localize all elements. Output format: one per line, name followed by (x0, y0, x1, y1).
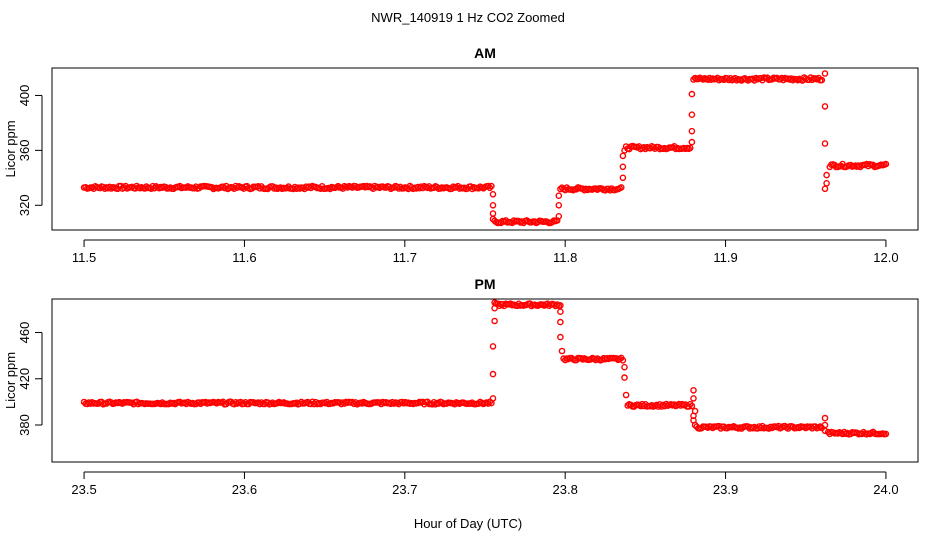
data-point (618, 184, 625, 191)
figure-x-axis-label: Hour of Day (UTC) (414, 516, 522, 531)
data-point (622, 391, 630, 399)
data-point (555, 201, 563, 209)
y-tick-label: 320 (17, 194, 32, 216)
data-point (690, 395, 697, 402)
pm-panel: PM Licor ppm 23.5 23.6 23.7 23.8 23.9 24.0 380 42… (3, 276, 919, 497)
data-point (690, 386, 697, 394)
data-point (555, 192, 563, 199)
data-point (619, 163, 627, 171)
am-level-segment-1 (491, 217, 561, 227)
pm-y-axis: 380 420 460 (17, 322, 43, 436)
data-point (619, 356, 627, 364)
am-data-points (80, 70, 890, 227)
data-point (821, 70, 829, 77)
data-point (558, 347, 566, 355)
x-tick-label: 23.6 (232, 482, 257, 497)
y-tick-label: 460 (17, 322, 32, 344)
data-point (882, 160, 890, 168)
data-point (619, 152, 627, 160)
x-tick-label: 11.8 (553, 250, 577, 265)
data-point (688, 111, 696, 118)
data-point (688, 127, 696, 135)
am-level-segment-3 (622, 142, 694, 153)
x-tick-label: 12.0 (873, 250, 898, 265)
y-tick-label: 420 (17, 368, 32, 390)
pm-y-axis-label: Licor ppm (3, 352, 18, 409)
figure-title: NWR_140919 1 Hz CO2 Zoomed (371, 10, 565, 25)
pm-panel-title: PM (475, 276, 496, 292)
am-level-segment-4 (690, 74, 826, 84)
data-point (818, 76, 826, 84)
data-point (691, 421, 699, 429)
data-point (621, 374, 628, 381)
data-point (555, 212, 563, 220)
data-point (823, 171, 830, 179)
x-tick-label: 11.5 (72, 250, 96, 265)
am-y-axis-label: Licor ppm (3, 120, 18, 177)
am-x-axis: 11.5 11.6 11.7 11.8 11.9 12.0 (72, 239, 899, 265)
data-point (489, 343, 497, 350)
data-point (557, 308, 564, 316)
data-point (821, 140, 829, 147)
x-tick-label: 11.6 (232, 250, 256, 265)
pm-level-segment-0 (80, 398, 495, 408)
data-point (688, 90, 696, 98)
data-point (489, 210, 497, 217)
data-point (821, 414, 829, 422)
data-point (687, 144, 694, 152)
pm-level-segment-4 (693, 422, 826, 432)
x-tick-label: 11.7 (393, 250, 417, 265)
data-point (489, 215, 497, 223)
data-point (557, 302, 564, 309)
pm-level-segment-2 (560, 354, 627, 364)
am-level-segment-0 (80, 182, 495, 193)
x-tick-label: 23.8 (553, 482, 578, 497)
pm-level-segment-5 (824, 428, 890, 438)
am-level-segment-2 (557, 184, 625, 194)
y-tick-label: 400 (17, 85, 32, 107)
data-point (619, 174, 627, 182)
x-tick-label: 11.9 (713, 250, 737, 265)
data-point (821, 103, 829, 110)
data-point (621, 147, 628, 154)
data-point (491, 317, 498, 325)
x-tick-label: 23.5 (71, 482, 96, 497)
data-point (821, 185, 829, 193)
pm-level-segment-3 (624, 400, 696, 410)
x-tick-label: 24.0 (873, 482, 898, 497)
data-point (621, 363, 628, 371)
data-point (688, 402, 696, 410)
data-point (882, 430, 890, 438)
data-point (821, 427, 829, 435)
data-point (489, 201, 497, 209)
am-transition-points (489, 70, 830, 223)
data-point (489, 190, 497, 198)
pm-plot-frame (51, 298, 919, 463)
y-tick-label: 360 (17, 140, 32, 162)
data-point (688, 138, 696, 146)
x-tick-label: 23.7 (392, 482, 417, 497)
data-point (484, 182, 492, 190)
data-point (488, 182, 495, 190)
pm-transition-points (489, 299, 829, 435)
x-tick-label: 23.9 (713, 482, 738, 497)
am-panel: AM Licor ppm 11.5 11.6 11.7 11.8 11.9 12.0 320 36… (3, 45, 919, 265)
am-panel-title: AM (474, 45, 496, 61)
pm-x-axis: 23.5 23.6 23.7 23.8 23.9 24.0 (71, 471, 899, 497)
am-y-axis: 320 360 400 (17, 85, 43, 216)
data-point (557, 318, 564, 326)
data-point (489, 395, 497, 402)
data-point (489, 370, 497, 378)
pm-data-points (80, 299, 890, 438)
pm-level-segment-1 (492, 300, 564, 310)
data-point (557, 333, 564, 341)
y-tick-label: 380 (17, 414, 32, 436)
data-point (491, 299, 498, 306)
am-plot-frame (51, 67, 919, 231)
data-point (823, 179, 830, 187)
am-level-segment-5 (826, 160, 890, 171)
data-point (486, 184, 494, 192)
